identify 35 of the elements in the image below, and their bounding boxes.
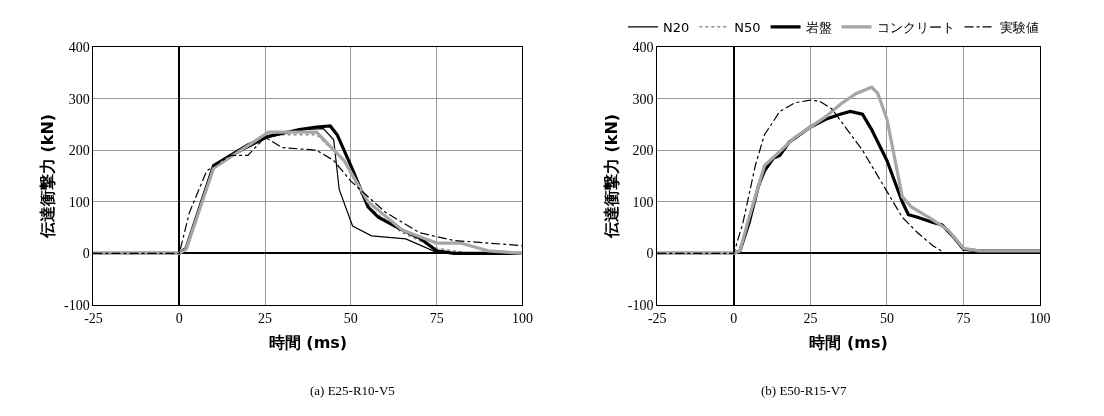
y-tick-label: 400 — [68, 39, 90, 55]
y-tick-label: -100 — [63, 297, 90, 313]
x-tick-label: 0 — [175, 310, 183, 326]
x-tick-label: 25 — [258, 310, 273, 326]
x-axis-title: 時間 (ms) — [268, 333, 348, 353]
x-tick-label: -25 — [84, 310, 103, 326]
y-tick-label: 400 — [632, 39, 654, 55]
x-tick-label: 75 — [429, 310, 444, 326]
legend-label: 岩盤 — [805, 19, 832, 35]
y-tick-label: 200 — [68, 143, 90, 159]
x-tick-label: -25 — [647, 310, 667, 326]
text: (a) E25-R10-V5 — [310, 383, 395, 398]
legend-label: 実験値 — [999, 19, 1039, 35]
x-tick-label: 100 — [1029, 310, 1051, 326]
y-tick-label: 100 — [632, 194, 654, 210]
text: (b) E50-R15-V7 — [761, 383, 848, 398]
x-tick-label: 25 — [803, 310, 818, 326]
y-tick-label: 0 — [82, 246, 90, 262]
y-tick-label: 300 — [68, 91, 90, 107]
y-tick-label: 100 — [68, 194, 90, 210]
x-tick-label: 100 — [511, 310, 533, 326]
y-tick-label: -100 — [627, 297, 654, 313]
x-tick-label: 0 — [730, 310, 738, 326]
x-tick-label: 50 — [879, 310, 894, 326]
y-tick-label: 200 — [632, 143, 654, 159]
y-tick-label: 0 — [646, 246, 654, 262]
legend-label: コンクリート — [876, 19, 955, 35]
y-axis-title: 伝達衝撃力 (kN) — [37, 113, 57, 240]
y-axis-title: 伝達衝撃力 (kN) — [601, 113, 621, 240]
y-tick-label: 300 — [632, 91, 654, 107]
x-tick-label: 75 — [956, 310, 971, 326]
legend-label: N50 — [734, 19, 761, 35]
x-tick-label: 50 — [343, 310, 358, 326]
legend-label: N20 — [663, 19, 690, 35]
x-axis-title: 時間 (ms) — [809, 333, 888, 353]
